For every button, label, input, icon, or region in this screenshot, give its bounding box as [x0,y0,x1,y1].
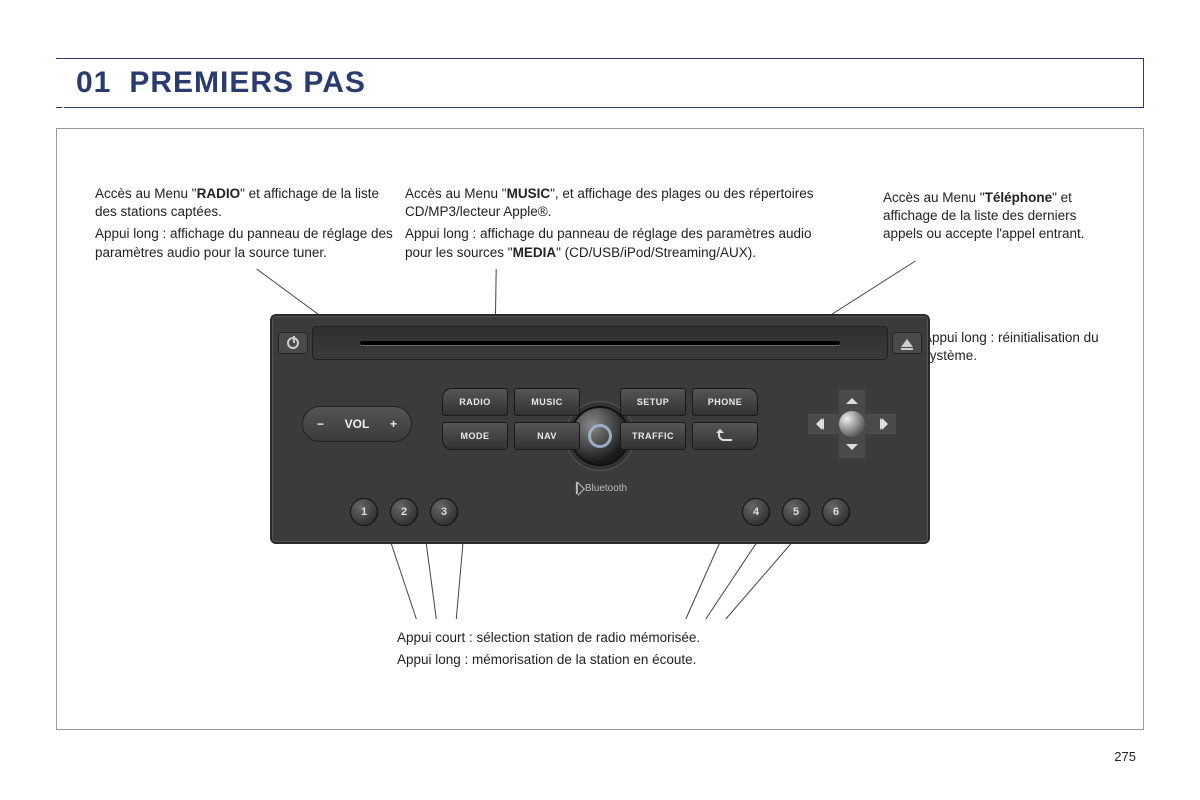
nav-button[interactable]: NAV [514,422,580,450]
back-button[interactable] [692,422,758,450]
text: Appui long : affichage du panneau de rég… [95,225,395,261]
setup-button[interactable]: SETUP [620,388,686,416]
bluetooth-text: Bluetooth [585,483,627,494]
preset-3-button[interactable]: 3 [430,498,458,526]
callout-radio: Accès au Menu "RADIO" et affichage de la… [95,185,395,266]
eject-button[interactable] [892,332,922,354]
text: Appui long : réinitialisation du système… [923,329,1113,365]
button-label: MUSIC [531,397,563,407]
preset-2-button[interactable]: 2 [390,498,418,526]
preset-label: 1 [361,506,367,518]
phone-button[interactable]: PHONE [692,388,758,416]
text-bold: MUSIC [507,186,551,201]
button-label: MODE [461,431,490,441]
dpad-ok-button[interactable] [839,411,865,437]
bluetooth-icon [573,482,581,494]
preset-label: 2 [401,506,407,518]
preset-4-button[interactable]: 4 [742,498,770,526]
cd-slot-panel [312,326,888,360]
vol-label: VOL [345,417,370,431]
text-bold: MEDIA [513,245,557,260]
text: Accès au Menu " [95,186,197,201]
mode-button[interactable]: MODE [442,422,508,450]
preset-label: 3 [441,506,447,518]
callout-music: Accès au Menu "MUSIC", et affichage des … [405,185,825,266]
music-button[interactable]: MUSIC [514,388,580,416]
page-number: 275 [1114,749,1136,764]
back-icon [718,431,732,441]
dpad-up-icon [846,392,858,404]
text: Appui long : mémorisation de la station … [397,651,827,669]
cd-slot [360,341,840,345]
vol-plus-label: + [390,417,397,431]
text: " (CD/USB/iPod/Streaming/AUX). [556,245,756,260]
preset-label: 4 [753,506,759,518]
text: Accès au Menu " [883,190,985,205]
dpad-forward-icon [880,418,892,430]
traffic-button[interactable]: TRAFFIC [620,422,686,450]
volume-rocker[interactable]: − VOL + [302,406,412,442]
dpad-down-icon [846,444,858,456]
content-frame: Accès au Menu "RADIO" et affichage de la… [56,128,1144,730]
dpad-navigation[interactable] [806,388,898,460]
button-label: NAV [537,431,557,441]
chapter-title-bar: 01 PREMIERS PAS [56,58,1144,108]
function-button-grid: RADIO MUSIC SETUP PHONE MODE NAV TRAFFIC [442,388,758,464]
power-icon [287,337,299,349]
text-bold: RADIO [197,186,241,201]
chapter-title: PREMIERS PAS [129,66,366,100]
preset-label: 6 [833,506,839,518]
callout-phone: Accès au Menu "Téléphone" et affichage d… [883,189,1113,248]
preset-6-button[interactable]: 6 [822,498,850,526]
bluetooth-label: Bluetooth [573,482,627,494]
button-label: RADIO [459,397,491,407]
car-radio-diagram: − VOL + RADIO MUSIC SETUP PHONE MODE NAV… [270,314,930,544]
button-label: SETUP [637,397,670,407]
preset-row: 1 2 3 4 5 6 [272,498,928,528]
vol-minus-label: − [317,417,324,431]
button-label: PHONE [708,397,743,407]
eject-icon [901,339,913,347]
power-button[interactable] [278,332,308,354]
preset-5-button[interactable]: 5 [782,498,810,526]
button-label: TRAFFIC [632,431,674,441]
dpad-rewind-icon [812,418,824,430]
callout-reset: Appui long : réinitialisation du système… [923,329,1113,369]
chapter-number: 01 [76,66,111,100]
text: Appui court : sélection station de radio… [397,629,827,647]
text-bold: Téléphone [985,190,1053,205]
radio-button[interactable]: RADIO [442,388,508,416]
preset-1-button[interactable]: 1 [350,498,378,526]
text: Accès au Menu " [405,186,507,201]
callout-presets: Appui court : sélection station de radio… [397,629,827,673]
preset-label: 5 [793,506,799,518]
